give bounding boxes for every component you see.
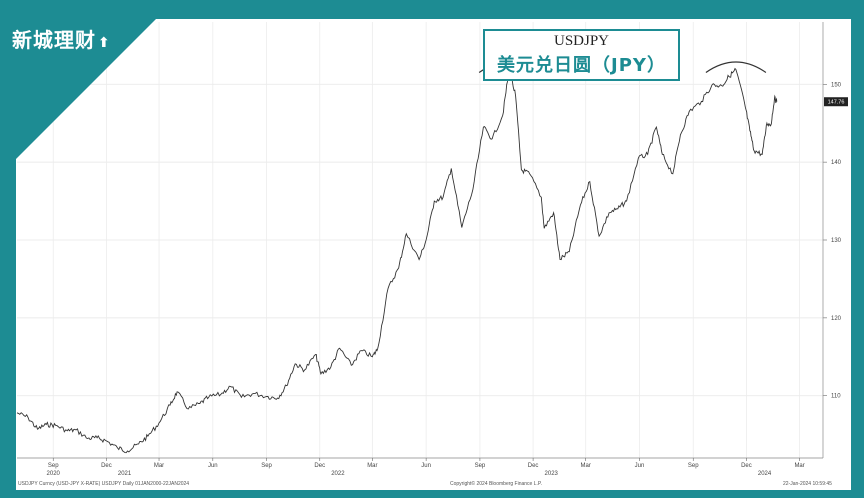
- last-value-label: 147.76: [828, 100, 845, 106]
- x-tick-label: Mar: [581, 463, 591, 469]
- x-year-label: 2020: [47, 471, 61, 477]
- x-tick-label: Sep: [48, 463, 59, 469]
- x-year-label: 2022: [331, 471, 345, 477]
- chart-title: USDJPY: [553, 33, 610, 49]
- peak-arc: [705, 61, 767, 73]
- last-value-tag: [824, 97, 848, 107]
- x-year-label: 2023: [545, 471, 559, 477]
- brand-name: 新城理财: [12, 28, 96, 52]
- x-tick-label: Sep: [475, 463, 486, 469]
- brand-logo: 新城理财 ⬆: [12, 24, 111, 53]
- y-tick-label: 150: [831, 82, 842, 88]
- up-arrow-icon: ⬆: [98, 35, 111, 51]
- usdjpy-price-line: [16, 67, 778, 454]
- x-tick-label: Dec: [741, 463, 752, 469]
- x-year-label: 2021: [118, 471, 132, 477]
- x-tick-label: Dec: [528, 463, 539, 469]
- x-tick-label: Mar: [367, 463, 377, 469]
- x-year-label: 2024: [758, 471, 772, 477]
- x-tick-label: Jun: [421, 463, 431, 469]
- x-tick-label: Dec: [314, 463, 325, 469]
- footer-timestamp: 22-Jan-2024 10:59:45: [783, 481, 832, 487]
- footer-copyright: Copyright© 2024 Bloomberg Finance L.P.: [450, 481, 542, 487]
- x-tick-label: Dec: [101, 463, 112, 469]
- x-tick-label: Sep: [688, 463, 699, 469]
- y-tick-label: 110: [831, 394, 841, 400]
- x-tick-label: Jun: [635, 463, 645, 469]
- x-tick-label: Mar: [154, 463, 164, 469]
- title-annotation-box: USDJPY 美元兑日圆（JPY）: [483, 29, 680, 81]
- x-tick-label: Mar: [794, 463, 804, 469]
- y-tick-label: 130: [831, 238, 842, 244]
- y-tick-label: 120: [831, 316, 842, 322]
- x-tick-label: Sep: [261, 463, 272, 469]
- chart-subtitle: 美元兑日圆（JPY）: [497, 55, 666, 76]
- x-tick-label: Jun: [208, 463, 218, 469]
- footer-source: USDJPY Curncy (USD-JPY X-RATE) USDJPY Da…: [18, 481, 190, 487]
- y-tick-label: 140: [831, 160, 842, 166]
